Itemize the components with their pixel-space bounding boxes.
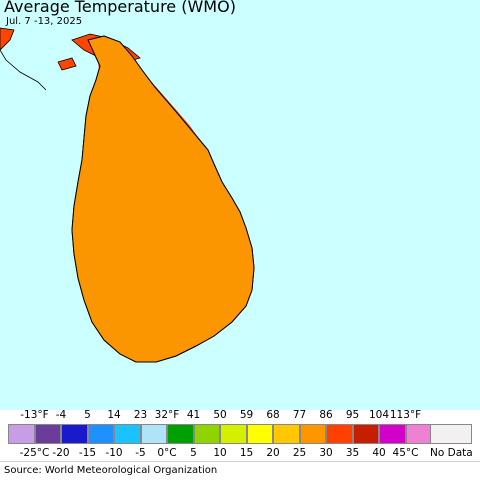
temperature-legend: -13°F -4 5 14 23 32°F 41 50 59 68 77 86 95 104 113°F -2…: [0, 406, 480, 462]
footer-divider: [0, 461, 480, 462]
legend-swatch: [220, 424, 247, 444]
map-title: Average Temperature (WMO): [4, 0, 236, 16]
india-coastline: [0, 49, 47, 91]
legend-tick-fahrenheit: -13°F: [20, 409, 49, 421]
legend-tick-fahrenheit: 14: [107, 409, 121, 421]
legend-tick-fahrenheit: 41: [186, 409, 201, 421]
legend-tick-fahrenheit: 113°F: [389, 409, 422, 421]
legend-tick-celsius: 15: [239, 447, 254, 459]
legend-tick-fahrenheit: 23: [133, 409, 148, 421]
legend-tick-fahrenheit: 86: [319, 409, 333, 421]
legend-tick-celsius: 20: [266, 447, 280, 459]
legend-tick-celsius: -15: [78, 447, 97, 459]
legend-tick-celsius: -20: [52, 447, 70, 459]
legend-swatch: [34, 424, 61, 444]
legend-tick-celsius: 45°C: [392, 447, 419, 459]
legend-tick-fahrenheit: 68: [266, 409, 280, 421]
legend-tick-celsius: 40: [372, 447, 386, 459]
legend-tick-fahrenheit: 59: [239, 409, 254, 421]
legend-tick-fahrenheit: 95: [345, 409, 360, 421]
mannar-island: [57, 57, 77, 71]
legend-tick-fahrenheit: 77: [292, 409, 307, 421]
legend-tick-celsius: -25°C: [19, 447, 50, 459]
legend-tick-fahrenheit: 50: [213, 409, 227, 421]
legend-swatch: [273, 424, 300, 444]
temperature-map: [0, 0, 480, 410]
legend-tick-celsius: 5: [190, 447, 197, 459]
source-credit: Source: World Meteorological Organizatio…: [4, 465, 218, 476]
legend-no-data-label: No Data: [430, 447, 473, 459]
legend-tick-celsius: 0°C: [157, 447, 177, 459]
legend-swatch: [8, 424, 35, 444]
legend-swatch: [246, 424, 273, 444]
legend-no-data-swatch: [430, 424, 472, 444]
legend-swatch: [352, 424, 379, 444]
legend-tick-celsius: 30: [319, 447, 333, 459]
map-subtitle: Jul. 7 -13, 2025: [6, 16, 83, 27]
legend-swatch: [405, 424, 432, 444]
legend-swatch: [379, 424, 406, 444]
map-canvas: [0, 0, 480, 410]
legend-swatch: [299, 424, 326, 444]
legend-tick-fahrenheit: -4: [55, 409, 67, 421]
legend-tick-celsius: -10: [105, 447, 123, 459]
legend-tick-fahrenheit: 104: [368, 409, 390, 421]
legend-swatch: [140, 424, 167, 444]
legend-tick-celsius: 35: [345, 447, 360, 459]
legend-tick-celsius: -5: [135, 447, 146, 459]
legend-swatch: [326, 424, 353, 444]
legend-swatch: [87, 424, 114, 444]
legend-swatch: [193, 424, 220, 444]
legend-swatch: [61, 424, 88, 444]
legend-swatch: [114, 424, 141, 444]
legend-tick-celsius: 10: [213, 447, 227, 459]
legend-tick-celsius: 25: [292, 447, 307, 459]
legend-swatch: [167, 424, 194, 444]
legend-tick-fahrenheit: 5: [84, 409, 91, 421]
india-landmass: [0, 27, 15, 51]
legend-tick-fahrenheit: 32°F: [154, 409, 180, 421]
